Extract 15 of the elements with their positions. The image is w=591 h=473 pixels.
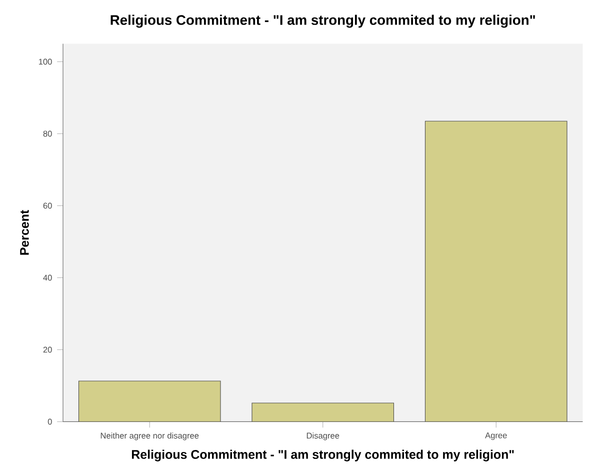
chart-title: Religious Commitment - "I am strongly commited to my religion"	[110, 14, 535, 28]
bar	[424, 120, 568, 422]
x-tick-label: Neither agree nor disagree	[100, 432, 199, 440]
y-tick-label: 20	[43, 346, 52, 353]
y-tick-label: 40	[43, 274, 52, 281]
x-tick-label: Agree	[485, 432, 507, 440]
bar	[252, 402, 394, 422]
x-tick-label: Disagree	[306, 432, 340, 440]
y-tick-label: 60	[43, 202, 52, 209]
bar	[78, 380, 221, 422]
y-axis-title: Percent	[20, 210, 29, 255]
x-axis-title: Religious Commitment - "I am strongly commited to my religion"	[132, 450, 514, 462]
y-tick-label: 80	[43, 130, 52, 137]
y-tick-label: 0	[48, 418, 52, 425]
y-tick-label: 100	[38, 58, 52, 65]
